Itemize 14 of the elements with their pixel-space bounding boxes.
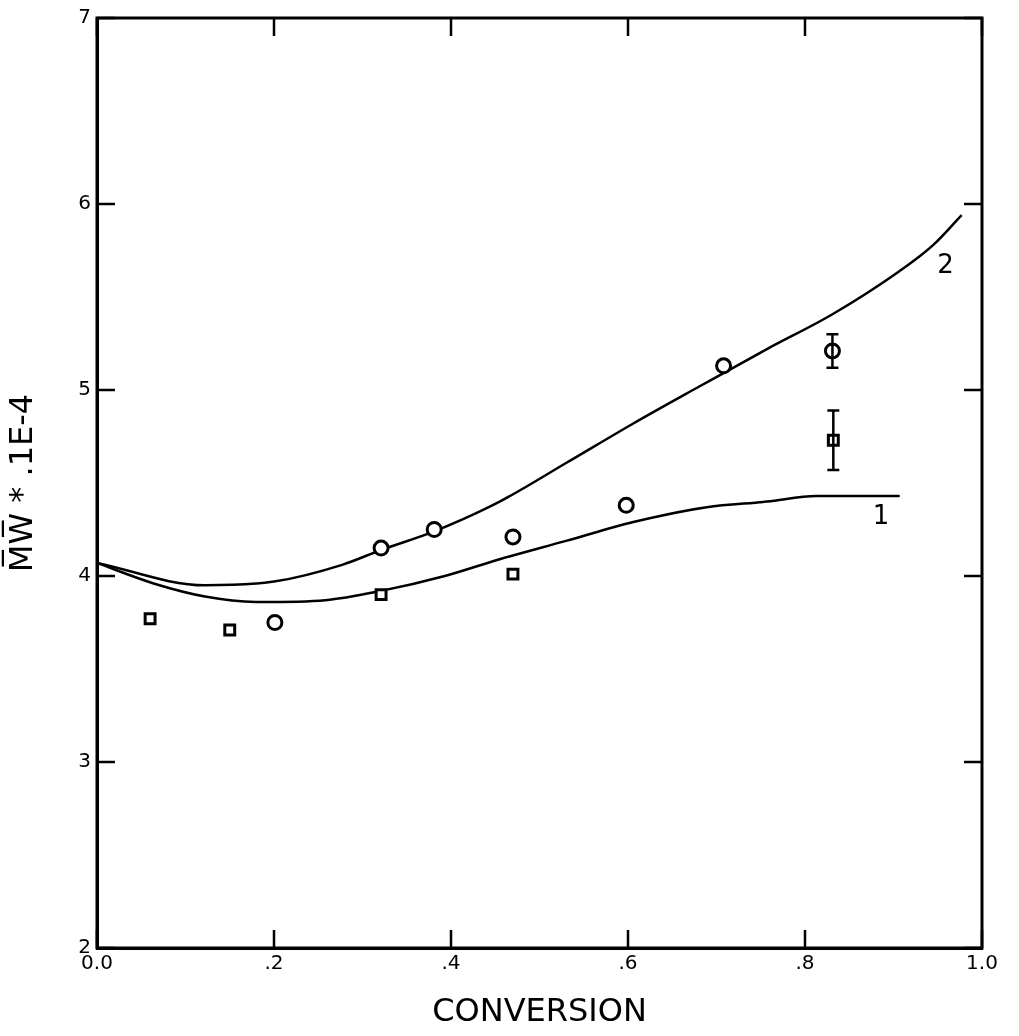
x-tick-label: .8 [795,950,815,975]
y-tick-label: 4 [78,562,91,587]
x-tick-label: .6 [618,950,638,975]
x-tick-label: .2 [264,950,284,975]
series-label: 1 [872,499,890,530]
y-tick-label: 3 [78,748,91,773]
y-tick-label: 5 [78,376,91,401]
x-tick-label: 1.0 [966,950,998,975]
x-tick-label: .4 [441,950,461,975]
y-axis-title: M̅W̅ * .1E-4 [0,393,40,573]
y-tick-label: 6 [78,190,91,215]
series-label: 2 [937,248,954,279]
x-axis-title: CONVERSION [432,991,647,1030]
y-tick-label: 7 [78,4,91,29]
